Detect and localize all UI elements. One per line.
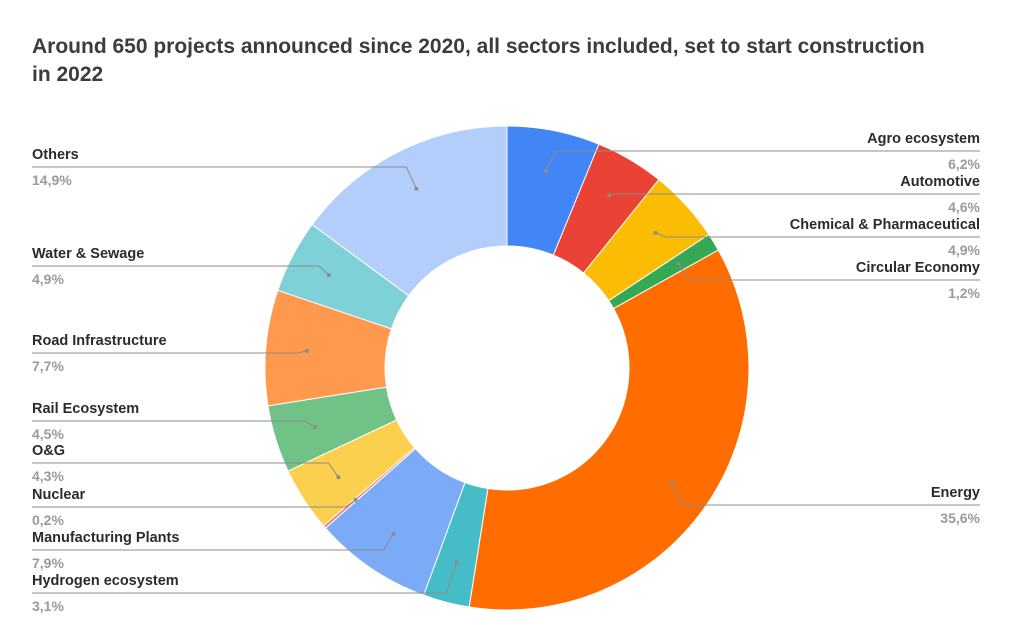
- value-road-infrastructure: 7,7%: [32, 358, 64, 374]
- value-rail-ecosystem: 4,5%: [32, 426, 64, 442]
- slice-others: [311, 125, 508, 297]
- label-oandg: O&G: [32, 443, 65, 459]
- label-chemical-and-pharmaceutical: Chemical & Pharmaceutical: [790, 217, 980, 233]
- value-chemical-and-pharmaceutical: 4,9%: [948, 242, 980, 258]
- value-circular-economy: 1,2%: [948, 285, 980, 301]
- value-hydrogen-ecosystem: 3,1%: [32, 598, 64, 614]
- slice-energy: [468, 249, 750, 611]
- label-agro-ecosystem: Agro ecosystem: [867, 131, 980, 147]
- value-others: 14,9%: [32, 172, 72, 188]
- value-oandg: 4,3%: [32, 468, 64, 484]
- value-energy: 35,6%: [940, 510, 980, 526]
- value-water-and-sewage: 4,9%: [32, 271, 64, 287]
- label-energy: Energy: [931, 485, 980, 501]
- leader-line-water-and-sewage: [32, 265, 330, 276]
- value-manufacturing-plants: 7,9%: [32, 555, 64, 571]
- chart-title: Around 650 projects announced since 2020…: [32, 35, 925, 86]
- leader-line-manufacturing-plants: [32, 533, 395, 551]
- label-hydrogen-ecosystem: Hydrogen ecosystem: [32, 573, 179, 589]
- leader-line-circular-economy: [678, 263, 980, 281]
- value-nuclear: 0,2%: [32, 512, 64, 528]
- leader-line-agro-ecosystem: [545, 150, 980, 172]
- value-agro-ecosystem: 6,2%: [948, 156, 980, 172]
- slice-labels: Agro ecosystem 6,2% Automotive 4,6% Chemical…: [32, 131, 981, 614]
- label-water-and-sewage: Water & Sewage: [32, 246, 144, 262]
- leader-line-hydrogen-ecosystem: [32, 562, 457, 594]
- leader-line-oandg: [32, 462, 339, 478]
- label-road-infrastructure: Road Infrastructure: [32, 333, 167, 349]
- leader-line-rail-ecosystem: [32, 420, 316, 428]
- label-nuclear: Nuclear: [32, 487, 86, 503]
- value-automotive: 4,6%: [948, 199, 980, 215]
- leader-line-road-infrastructure: [32, 350, 307, 354]
- label-rail-ecosystem: Rail Ecosystem: [32, 401, 139, 417]
- leader-lines: [32, 150, 980, 594]
- label-manufacturing-plants: Manufacturing Plants: [32, 530, 179, 546]
- label-automotive: Automotive: [900, 174, 980, 190]
- donut-slices: [264, 125, 750, 611]
- label-others: Others: [32, 147, 79, 163]
- leader-line-automotive: [609, 193, 980, 196]
- leader-line-others: [32, 166, 417, 189]
- leader-line-chemical-and-pharmaceutical: [655, 232, 980, 238]
- label-circular-economy: Circular Economy: [856, 260, 980, 276]
- leader-line-nuclear: [32, 499, 356, 508]
- leader-line-energy: [671, 482, 980, 506]
